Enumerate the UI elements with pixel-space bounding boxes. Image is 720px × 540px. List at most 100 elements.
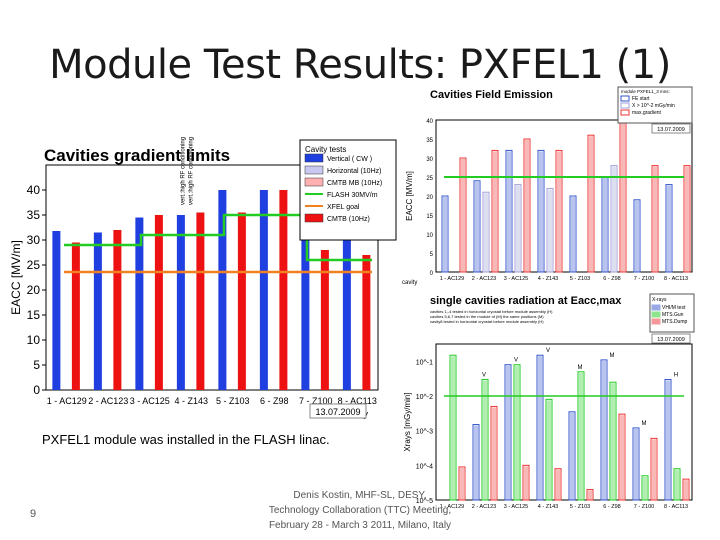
bar-fill bbox=[525, 140, 529, 272]
date-label: 13.07.2009 bbox=[315, 407, 360, 417]
bar-max-gradient bbox=[555, 149, 563, 273]
bar-fill bbox=[538, 356, 542, 500]
bar-mts-dump bbox=[458, 466, 466, 501]
legend-label: Vertical ( CW ) bbox=[327, 156, 372, 163]
x-tick-label: 7 - Z100 bbox=[634, 504, 654, 508]
bar-vertical bbox=[135, 217, 144, 390]
bar-label: V bbox=[514, 358, 518, 364]
x-tick-label: 1 - AC129 bbox=[440, 504, 464, 508]
bar-mts-dump bbox=[554, 468, 562, 501]
bar-xray-threshold bbox=[514, 184, 522, 273]
bar-fill bbox=[443, 197, 447, 272]
legend-swatch bbox=[651, 311, 661, 318]
x-tick-label: 4 - Z143 bbox=[538, 276, 558, 282]
bar-fill bbox=[603, 178, 607, 272]
legend-swatch bbox=[304, 213, 324, 223]
chart-title: Cavities Field Emission bbox=[430, 89, 553, 101]
chart-title: single cavities radiation at Eacc,max bbox=[430, 295, 622, 307]
legend-label: MTS.Gun bbox=[662, 312, 684, 318]
bar-fill bbox=[666, 380, 670, 500]
x-tick-label: 4 - Z143 bbox=[538, 504, 558, 508]
legend-title: module PXFEL1_3 mns: bbox=[621, 89, 670, 94]
y-tick-label: 40 bbox=[27, 183, 41, 197]
y-tick-label: 20 bbox=[426, 195, 433, 201]
bar-mts-gun bbox=[481, 378, 489, 501]
bar-label: M bbox=[578, 365, 583, 371]
bar-vhm-test bbox=[600, 359, 608, 501]
x-tick-label: 6 - Z98 bbox=[260, 396, 289, 406]
legend-swatch bbox=[651, 318, 661, 325]
footer-credit: Denis Kostin, MHF-SL, DESY. Technology C… bbox=[250, 488, 470, 533]
bar-fill bbox=[635, 200, 639, 272]
date-box bbox=[651, 123, 691, 134]
x-tick-label: 1 - AC129 bbox=[47, 396, 87, 406]
legend-swatch bbox=[620, 102, 630, 109]
y-tick-label: 30 bbox=[426, 157, 433, 163]
bar-mts-gun bbox=[449, 354, 457, 501]
bar-fe-start bbox=[441, 195, 449, 273]
bar-fill bbox=[588, 490, 592, 500]
y-tick-label: 35 bbox=[426, 138, 433, 144]
field-emission-chart: Cavities Field Emission 0 5 10 15 20 25 30 35 40 E… bbox=[402, 86, 693, 286]
y-tick-label: 25 bbox=[27, 258, 41, 272]
x-tick-label: 6 - Z98 bbox=[603, 504, 620, 508]
footer-line: Technology Collaboration (TTC) Meeting, bbox=[268, 505, 452, 516]
slide-title: Module Test Results: PXFEL1 (1) bbox=[49, 42, 671, 88]
y-tick-label: 0 bbox=[430, 271, 434, 277]
bar-fill bbox=[507, 151, 511, 272]
bar-mts-gun bbox=[577, 371, 585, 501]
y-tick-label: 25 bbox=[426, 176, 433, 182]
bar-fill bbox=[571, 197, 575, 272]
x-tick-label: 8 - AC113 bbox=[664, 276, 688, 282]
y-tick-label: 10^-1 bbox=[416, 359, 433, 366]
legend-label: MTS.Dump bbox=[662, 319, 688, 325]
date-label: 13.07.2009 bbox=[657, 127, 685, 133]
legend-swatch bbox=[304, 153, 324, 163]
bar-fill bbox=[652, 439, 656, 500]
bar-vhm-test bbox=[504, 364, 512, 501]
bar-fe-start bbox=[633, 199, 641, 273]
bar-fill bbox=[524, 466, 528, 500]
bar-vhm-test bbox=[664, 378, 672, 501]
bar-fe-start bbox=[537, 149, 545, 273]
bar-fill bbox=[556, 469, 560, 500]
legend-swatch bbox=[651, 304, 661, 311]
bar-fill bbox=[460, 467, 464, 500]
bar-mts-dump bbox=[490, 405, 498, 501]
footer-line: Denis Kostin, MHF-SL, DESY. bbox=[293, 490, 427, 501]
bar-fill bbox=[675, 469, 679, 500]
legend-label: XFEL goal bbox=[327, 204, 360, 211]
bar-cmtb bbox=[113, 230, 122, 390]
bar-vertical bbox=[301, 227, 310, 390]
bar-fill bbox=[621, 121, 625, 272]
bar-fill bbox=[474, 425, 478, 500]
legend-swatch bbox=[620, 95, 630, 102]
bar-fill bbox=[557, 151, 561, 272]
y-axis-label: Xrays [mGy/min] bbox=[403, 392, 412, 451]
legend-label: X > 10^-2 mGy/min bbox=[632, 103, 675, 109]
bar-cmtb bbox=[362, 255, 371, 390]
y-tick-label: 35 bbox=[27, 208, 41, 222]
legend-label: FE start bbox=[632, 96, 650, 102]
chart-note: cavity8 tested in horizontal cryostat be… bbox=[430, 319, 544, 324]
gradient-chart-title: Cavities gradient limits bbox=[44, 146, 231, 165]
bar-cmtb bbox=[279, 190, 288, 390]
x-tick-label: 7 - Z100 bbox=[299, 396, 333, 406]
bar-fill bbox=[589, 136, 593, 272]
x-tick-label: 5 - Z103 bbox=[216, 396, 250, 406]
bar-label: V bbox=[546, 348, 550, 354]
bar-label: M bbox=[610, 353, 615, 359]
chart-note: cavities 1,-4 tested in horizontal cryos… bbox=[430, 309, 553, 314]
bar-cmtb bbox=[237, 212, 246, 390]
bar-xray-threshold bbox=[482, 191, 490, 273]
gradient-limits-chart: 0 5 10 15 20 25 30 35 40 EACC [MV/m] 1 - AC129 2 - … bbox=[9, 137, 397, 419]
bar-fill bbox=[634, 428, 638, 500]
bar-fe-start bbox=[505, 149, 513, 273]
bar-vertical bbox=[52, 231, 61, 390]
x-tick-label: 3 - AC125 bbox=[130, 396, 170, 406]
bar-vertical bbox=[93, 232, 102, 390]
legend-label: CMTB (10Hz) bbox=[327, 216, 370, 223]
y-tick-label: 30 bbox=[27, 233, 41, 247]
bar-max-gradient bbox=[459, 157, 467, 273]
legend-title: X-rays bbox=[652, 297, 667, 303]
